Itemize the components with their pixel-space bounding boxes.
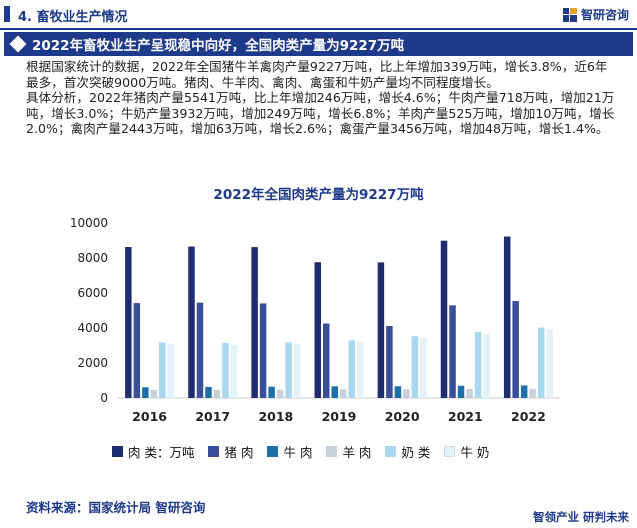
bar-2020-5 — [420, 337, 427, 398]
headline-banner: 2022年畜牧业生产呈现稳中向好，全国肉类产量为9227万吨 — [4, 32, 633, 56]
legend-label: 肉 类：万吨 — [128, 445, 195, 460]
bar-2022-0 — [503, 236, 511, 398]
brand-logo: 智研咨询 — [562, 6, 629, 23]
bar-2017-3 — [213, 389, 221, 398]
bar-2020-2 — [394, 386, 402, 398]
chart-legend: 肉 类：万吨 猪 肉 牛 肉 羊 肉 奶 类 牛 奶 — [112, 442, 632, 461]
body-paragraph-2: 具体分析，2022年猪肉产量5541万吨，比上年增加246万吨，增长4.6%；牛… — [26, 90, 615, 136]
bar-2022-1 — [512, 301, 519, 398]
legend-swatch — [326, 446, 338, 457]
y-tick-label: 2000 — [77, 356, 108, 370]
footer-bar: 智领产业 研判未来 — [0, 508, 637, 528]
source-note: 资料来源：国家统计局 智研咨询 — [26, 500, 206, 515]
bar-2018-0 — [251, 247, 258, 398]
x-tick-label: 2016 — [132, 409, 167, 424]
bar-2021-0 — [440, 240, 448, 398]
x-tick-label: 2020 — [385, 409, 420, 424]
bar-2016-4 — [159, 342, 166, 398]
bar-2017-0 — [188, 246, 195, 398]
x-tick-label: 2021 — [448, 409, 483, 424]
y-tick-label: 4000 — [77, 321, 108, 335]
bar-2019-3 — [340, 389, 347, 398]
bar-2021-1 — [449, 305, 456, 398]
y-tick-label: 8000 — [77, 251, 108, 265]
bar-chart: 0 2000 4000 6000 8000 10000 2016 2017 2018 2019 20… — [70, 216, 560, 424]
bar-2022-5 — [546, 329, 553, 398]
bar-2017-1 — [196, 302, 204, 398]
bar-2017-2 — [205, 386, 212, 398]
body-paragraph-1: 根据国家统计的数据，2022年全国猪牛羊禽肉产量9227万吨，比上年增加339万… — [26, 59, 608, 90]
brand-logo-icon — [562, 7, 577, 22]
bar-2018-3 — [276, 389, 284, 398]
legend-item: 肉 类：万吨 — [112, 442, 194, 461]
legend-label: 羊 肉 — [342, 445, 372, 460]
y-tick-label: 6000 — [77, 286, 108, 300]
footer-tagline: 智领产业 研判未来 — [532, 510, 629, 524]
bar-2018-5 — [293, 344, 301, 398]
header-divider — [0, 28, 637, 30]
bar-2021-4 — [474, 331, 482, 398]
y-tick-label: 0 — [100, 391, 108, 405]
bar-2019-0 — [314, 262, 321, 398]
bar-2016-3 — [150, 389, 158, 398]
bar-2018-4 — [285, 342, 292, 398]
bar-2016-2 — [142, 387, 149, 398]
bar-2016-0 — [125, 247, 132, 398]
body-text: 根据国家统计的数据，2022年全国猪牛羊禽肉产量9227万吨，比上年增加339万… — [26, 59, 616, 137]
bar-2022-3 — [529, 388, 536, 398]
y-tick-label: 10000 — [70, 216, 108, 230]
bar-2019-4 — [348, 340, 355, 398]
bar-2019-2 — [331, 386, 338, 398]
bar-2018-1 — [259, 303, 267, 398]
diamond-icon — [9, 35, 27, 53]
headline-text: 2022年畜牧业生产呈现稳中向好，全国肉类产量为9227万吨 — [32, 38, 405, 54]
legend-item: 羊 肉 — [326, 442, 371, 461]
legend-item: 牛 肉 — [267, 442, 312, 461]
x-tick-label: 2022 — [511, 409, 546, 424]
bar-2020-4 — [411, 336, 419, 398]
chart-title: 2022年全国肉类产量为9227万吨 — [213, 187, 424, 203]
bar-2016-5 — [167, 344, 175, 398]
bar-2018-2 — [268, 386, 275, 398]
bar-2021-5 — [483, 333, 490, 398]
legend-swatch — [385, 446, 397, 457]
legend-item: 牛 奶 — [444, 442, 489, 461]
bar-2017-4 — [222, 342, 229, 398]
bar-2020-0 — [377, 262, 385, 398]
bar-2022-2 — [520, 385, 528, 398]
legend-label: 奶 类 — [401, 445, 431, 460]
legend-label: 牛 肉 — [283, 445, 313, 460]
x-tick-label: 2019 — [322, 409, 357, 424]
x-tick-label: 2018 — [258, 409, 293, 424]
bar-2020-1 — [386, 326, 393, 398]
x-tick-label: 2017 — [195, 409, 230, 424]
section-header: 4. 畜牧业生产情况 智研咨询 — [0, 0, 637, 28]
legend-swatch — [112, 446, 123, 457]
legend-label: 猪 肉 — [224, 445, 254, 460]
bar-2017-5 — [230, 344, 238, 398]
bar-2022-4 — [537, 327, 545, 398]
section-title: 4. 畜牧业生产情况 — [18, 10, 128, 25]
bar-2021-2 — [457, 385, 465, 398]
legend-item: 奶 类 — [385, 442, 430, 461]
legend-swatch — [208, 446, 220, 457]
legend-label: 牛 奶 — [460, 445, 490, 460]
bar-2019-5 — [357, 341, 364, 398]
bar-2020-3 — [403, 389, 410, 398]
legend-item: 猪 肉 — [208, 442, 253, 461]
section-marker — [4, 6, 10, 22]
brand-name: 智研咨询 — [580, 8, 629, 22]
bar-2019-1 — [323, 323, 330, 398]
bar-2016-1 — [133, 303, 141, 398]
legend-swatch — [267, 446, 279, 457]
legend-swatch — [444, 446, 456, 457]
bar-2021-3 — [466, 389, 473, 398]
